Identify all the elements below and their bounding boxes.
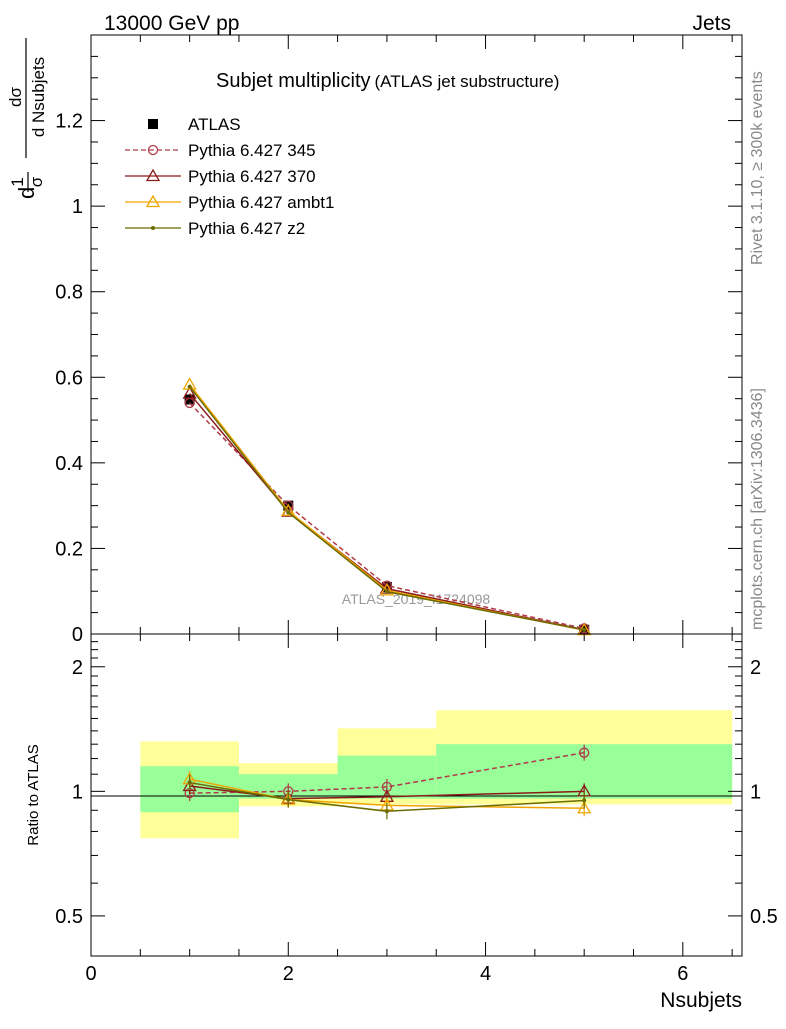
legend-entry: Pythia 6.427 345 [125, 141, 316, 160]
main-y-tick-label: 1 [72, 196, 83, 218]
atlas-data-point [184, 394, 195, 405]
legend-label: Pythia 6.427 345 [188, 141, 316, 160]
x-tick-label: 0 [85, 963, 96, 985]
ratio-series-point [579, 747, 590, 758]
series-point [384, 589, 389, 594]
ratio-series-line [189, 781, 585, 813]
series-point [582, 627, 587, 632]
ratio-series-point [384, 809, 389, 814]
ylabel-den: d Nsubjets [29, 57, 48, 137]
series-line [189, 402, 585, 630]
main-y-label: d 1 σ dσ d Nsubjets [6, 38, 48, 199]
main-series-4 [187, 384, 587, 632]
rivet-label: Rivet 3.1.10, ≥ 300k events [749, 71, 766, 265]
ratio-series-line [189, 785, 585, 800]
watermark: ATLAS_2019_I1724098 [342, 591, 491, 607]
main-y-tick-label: 1.2 [55, 111, 83, 133]
ratio-y-tick-label: 0.5 [55, 906, 83, 928]
legend-marker [147, 144, 159, 156]
atlas-data-point [381, 581, 392, 592]
ratio-y-label: Ratio to ATLAS [25, 744, 42, 845]
ylabel-one: 1 [8, 177, 27, 186]
legend-label: ATLAS [188, 115, 241, 134]
main-y-tick-label: 0.8 [55, 282, 83, 304]
main-y-tick-label: 0.6 [55, 367, 83, 389]
series-point [182, 386, 197, 399]
ratio-bands [140, 710, 733, 839]
x-tick-label: 4 [480, 963, 491, 985]
series-line [189, 386, 585, 631]
energy-label: 13000 GeV pp [104, 12, 239, 35]
ratio-y-tick-label: 2 [72, 657, 83, 679]
mcplots-label: mcplots.cern.ch [arXiv:1306.3436] [749, 388, 766, 630]
legend-marker [151, 226, 155, 230]
ratio-y-tick-label-right: 1 [750, 781, 761, 803]
ylabel-d: d [14, 187, 39, 199]
legend-entry: ATLAS [148, 115, 241, 134]
main-panel: 0 0.2 0.4 0.6 0.8 1 1.2 ATLAS_2019_I1724098 Su… [6, 34, 743, 646]
series-point [286, 510, 291, 515]
ratio-series-line [189, 778, 585, 810]
main-y-tick-label: 0.2 [55, 538, 83, 560]
legend-entry: Pythia 6.427 ambt1 [125, 193, 334, 212]
category-label: Jets [692, 12, 731, 35]
main-y-tick-label: 0.4 [55, 453, 83, 475]
ratio-y-tick-label-right: 0.5 [750, 906, 778, 928]
main-series [182, 377, 592, 636]
ratio-frame [90, 633, 743, 957]
x-tick-label: 6 [677, 963, 688, 985]
legend-marker [145, 194, 161, 208]
ylabel-num: dσ [6, 87, 25, 107]
series-point [281, 503, 296, 516]
ratio-y-tick-label-right: 2 [750, 657, 761, 679]
ratio-series [182, 744, 592, 820]
legend-label: Pythia 6.427 ambt1 [188, 193, 334, 212]
ratio-series-point [286, 797, 291, 802]
legend-marker [145, 168, 161, 182]
ylabel-sigma: σ [27, 176, 46, 187]
series-point [182, 377, 197, 390]
ratio-panel: 0.5 0.5 1 1 2 2 0 2 4 6 Ratio to ATLAS Nsubjets [25, 633, 778, 1012]
legend: ATLAS Pythia 6.427 345 Pythia 6.427 370 Pyt… [125, 115, 334, 238]
ratio-y-tick-label: 1 [72, 781, 83, 803]
ratio-series-point [187, 780, 192, 785]
legend-label: Pythia 6.427 z2 [188, 219, 305, 238]
ratio-series-point [582, 798, 587, 803]
ratio-series-3 [187, 774, 587, 820]
ratio-series-point [577, 800, 592, 814]
x-axis-label: Nsubjets [660, 989, 742, 1012]
main-y-ticks: 0 0.2 0.4 0.6 0.8 1 1.2 [55, 55, 742, 646]
x-tick-label: 2 [283, 963, 294, 985]
main-y-tick-label: 0 [72, 624, 83, 646]
main-title-text: Subjet multiplicity [216, 70, 371, 92]
legend-marker [148, 119, 158, 129]
legend-label: Pythia 6.427 370 [188, 167, 316, 186]
main-title: Subjet multiplicity (ATLAS jet substructu… [216, 70, 559, 92]
legend-entry: Pythia 6.427 z2 [125, 219, 305, 238]
legend-entry: Pythia 6.427 370 [125, 167, 316, 186]
main-subtitle-text: (ATLAS jet substructure) [375, 72, 560, 91]
ratio-y-ticks: 0.5 0.5 1 1 2 2 [55, 641, 778, 928]
series-point [187, 384, 192, 389]
